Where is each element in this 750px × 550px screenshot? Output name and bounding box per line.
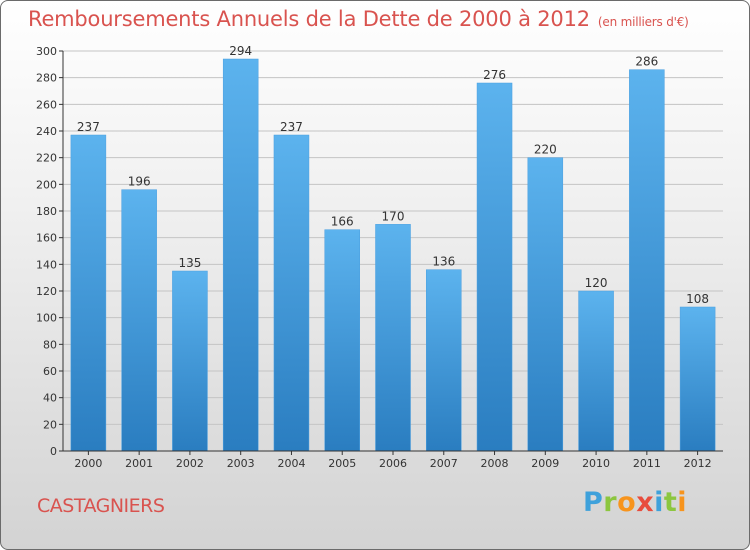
bar-value-label: 237 bbox=[77, 120, 100, 134]
logo-letter: i bbox=[677, 487, 688, 518]
y-tick-label: 100 bbox=[36, 312, 57, 325]
x-tick-label: 2011 bbox=[633, 457, 661, 470]
bar bbox=[476, 82, 513, 452]
bar-value-label: 166 bbox=[331, 215, 354, 229]
x-tick-label: 2000 bbox=[74, 457, 102, 470]
y-tick-label: 300 bbox=[36, 45, 57, 58]
logo-letter: i bbox=[654, 487, 664, 518]
bar-value-label: 286 bbox=[635, 55, 658, 69]
bar bbox=[70, 134, 107, 452]
chart-title-text: Remboursements Annuels de la Dette de 20… bbox=[28, 7, 590, 31]
logo-letter: P bbox=[583, 487, 604, 518]
bar bbox=[426, 269, 462, 452]
bar-value-label: 108 bbox=[686, 292, 709, 306]
axis-layer: 0 20 40 60 80 100 120 140 160 180 200 220 240 260 280 3… bbox=[36, 45, 723, 470]
logo-letter: o bbox=[617, 487, 637, 518]
bar-value-label: 196 bbox=[128, 175, 151, 189]
y-tick-label: 140 bbox=[36, 258, 57, 271]
x-tick-label: 2008 bbox=[481, 457, 509, 470]
bar-value-label: 276 bbox=[483, 68, 506, 82]
y-tick-label: 240 bbox=[36, 125, 57, 138]
proxiti-logo: Proxiti bbox=[583, 487, 687, 518]
x-tick-label: 2005 bbox=[328, 457, 356, 470]
y-tick-label: 280 bbox=[36, 72, 57, 85]
y-tick-label: 80 bbox=[43, 338, 57, 351]
bar bbox=[375, 224, 411, 452]
bar-value-label: 120 bbox=[585, 276, 608, 290]
chart-title: Remboursements Annuels de la Dette de 20… bbox=[28, 7, 689, 31]
bar bbox=[222, 58, 259, 452]
logo-letter: x bbox=[636, 487, 655, 518]
x-tick-label: 2003 bbox=[227, 457, 255, 470]
bar bbox=[527, 157, 564, 452]
x-tick-label: 2007 bbox=[430, 457, 458, 470]
bar bbox=[324, 229, 360, 452]
x-tick-label: 2004 bbox=[277, 457, 305, 470]
logo-letter: t bbox=[663, 487, 678, 518]
bar bbox=[121, 189, 157, 452]
x-tick-label: 2002 bbox=[176, 457, 204, 470]
y-tick-label: 160 bbox=[36, 232, 57, 245]
bar-value-label: 135 bbox=[178, 256, 201, 270]
y-tick-label: 180 bbox=[36, 205, 57, 218]
bar bbox=[578, 290, 614, 452]
x-tick-label: 2009 bbox=[531, 457, 559, 470]
bar-value-label: 237 bbox=[280, 120, 303, 134]
y-tick-label: 120 bbox=[36, 285, 57, 298]
bar-value-label: 136 bbox=[432, 255, 455, 269]
y-tick-label: 200 bbox=[36, 178, 57, 191]
x-tick-label: 2006 bbox=[379, 457, 407, 470]
y-tick-label: 260 bbox=[36, 98, 57, 111]
x-tick-label: 2010 bbox=[582, 457, 610, 470]
y-tick-label: 40 bbox=[43, 392, 57, 405]
bar bbox=[679, 306, 716, 452]
x-tick-label: 2012 bbox=[684, 457, 712, 470]
y-tick-label: 0 bbox=[50, 445, 57, 458]
bar bbox=[273, 134, 310, 452]
chart-subtitle: (en milliers d'€) bbox=[597, 15, 689, 29]
logo-letter: r bbox=[603, 487, 618, 518]
bar bbox=[172, 270, 208, 452]
y-tick-label: 220 bbox=[36, 152, 57, 165]
bar-value-label: 170 bbox=[382, 209, 405, 223]
y-tick-label: 20 bbox=[43, 418, 57, 431]
x-tick-label: 2001 bbox=[125, 457, 153, 470]
bar bbox=[629, 69, 665, 452]
bar-value-label: 220 bbox=[534, 143, 557, 157]
bars-layer: 237 196 135 294 237 166 170 136 276 220 120 286 108 bbox=[70, 44, 716, 452]
y-tick-label: 60 bbox=[43, 365, 57, 378]
commune-name: CASTAGNIERS bbox=[37, 495, 165, 517]
bar-value-label: 294 bbox=[229, 44, 252, 58]
